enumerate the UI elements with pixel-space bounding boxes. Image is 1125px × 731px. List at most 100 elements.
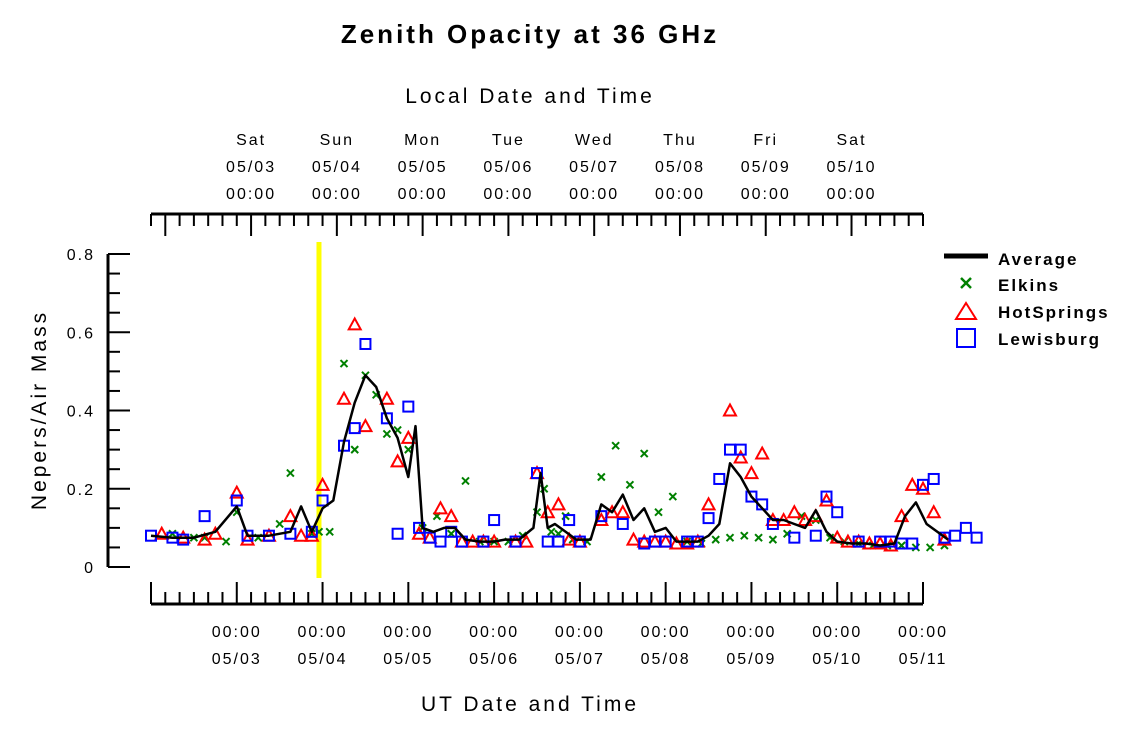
hotsprings-point — [797, 511, 813, 527]
hotsprings-point — [239, 531, 256, 546]
elkins-point — [711, 535, 720, 544]
hotsprings-point — [314, 476, 331, 491]
top-tick-time: 00:00 — [226, 186, 276, 203]
top-tick-weekday: Sun — [320, 132, 354, 149]
elkins-point — [740, 531, 749, 540]
bottom-tick-date: 05/06 — [469, 651, 519, 668]
lewisburg-point — [831, 506, 844, 519]
lewisburg-point — [552, 535, 565, 548]
chart-title: Zenith Opacity at 36 GHz — [341, 19, 719, 49]
bottom-tick-date: 05/05 — [383, 651, 433, 668]
y-tick-label: 0.6 — [67, 325, 95, 342]
hotsprings-point — [154, 525, 170, 540]
top-tick-time: 00:00 — [483, 186, 533, 203]
hotsprings-point — [282, 508, 299, 523]
hotsprings-point — [389, 453, 406, 468]
bottom-tick-date: 05/10 — [812, 651, 862, 668]
lewisburg-point — [852, 535, 865, 548]
lewisburg-point — [316, 494, 329, 507]
lewisburg-point — [659, 535, 672, 548]
hotsprings-point — [915, 480, 931, 495]
elkins-point — [911, 543, 921, 552]
top-tick-weekday: Mon — [404, 132, 441, 149]
top-tick-time: 00:00 — [312, 186, 362, 203]
hotsprings-point — [840, 533, 856, 548]
lewisburg-point — [198, 510, 211, 523]
lewisburg-point — [509, 535, 522, 548]
hotsprings-point — [722, 402, 738, 417]
lewisburg-point — [380, 412, 393, 425]
top-axis-title: Local Date and Time — [405, 85, 655, 108]
bottom-axis: 00:00 05/03 00:00 05/04 00:00 05/05 00:00 05/06… — [150, 582, 948, 668]
bottom-tick-time: 00:00 — [555, 624, 605, 641]
top-tick-date: 05/05 — [398, 159, 448, 176]
top-tick-weekday: Wed — [575, 132, 614, 149]
bottom-tick-date: 05/04 — [298, 651, 348, 668]
top-tick-weekday: Fri — [753, 132, 778, 149]
hotsprings-point — [679, 535, 695, 550]
bottom-tick-time: 00:00 — [298, 624, 348, 641]
lewisburg-point — [595, 510, 608, 523]
bottom-tick-time: 00:00 — [641, 624, 691, 641]
elkins-point — [625, 480, 635, 490]
lewisburg-point — [906, 537, 919, 550]
hotsprings-point — [518, 533, 534, 548]
top-tick-date: 05/10 — [826, 159, 876, 176]
lewisburg-point — [895, 537, 908, 550]
y-axis-title: Nepers/Air Mass — [28, 310, 51, 510]
hotsprings-point — [926, 504, 942, 519]
legend-lewisburg-swatch — [956, 328, 976, 348]
bottom-tick-date: 05/07 — [555, 651, 605, 668]
bottom-tick-time: 00:00 — [469, 624, 519, 641]
elkins-point — [168, 529, 177, 538]
lewisburg-point — [724, 443, 736, 456]
hotsprings-point — [379, 390, 395, 405]
bottom-tick-time: 00:00 — [812, 624, 862, 641]
elkins-point — [925, 543, 935, 552]
lewisburg-point — [563, 514, 576, 527]
top-tick-date: 05/03 — [226, 159, 276, 176]
lewisburg-point — [616, 517, 629, 530]
hotsprings-point — [754, 445, 770, 460]
lewisburg-point — [177, 533, 190, 546]
elkins-point — [461, 476, 470, 486]
top-axis: Sat 05/03 00:00 Sun 05/04 00:00 Mon 05/05 00:00 T… — [150, 132, 924, 236]
hotsprings-point — [604, 504, 620, 519]
legend-lewisburg-label: Lewisburg — [998, 330, 1101, 349]
bottom-tick-time: 00:00 — [383, 624, 433, 641]
elkins-point — [221, 537, 231, 546]
lewisburg-point — [391, 527, 404, 540]
legend-average-label: Average — [998, 250, 1078, 269]
elkins-point — [350, 445, 359, 454]
hotsprings-point — [818, 492, 835, 507]
legend-hotsprings-swatch — [954, 301, 978, 320]
lewisburg-point — [927, 472, 940, 485]
elkins-point — [561, 511, 570, 521]
top-tick-date: 05/09 — [741, 159, 791, 176]
bottom-tick-date: 05/11 — [899, 651, 948, 668]
bottom-tick-date: 05/08 — [641, 651, 691, 668]
hotsprings-point — [615, 504, 631, 519]
lewisburg-point — [713, 472, 726, 485]
lewisburg-point — [970, 531, 983, 544]
legend-elkins-swatch — [960, 277, 972, 289]
hotsprings-point — [550, 496, 567, 511]
hotsprings-point — [229, 484, 245, 499]
elkins-point — [768, 535, 778, 544]
top-tick-weekday: Thu — [663, 132, 697, 149]
x-axis-title: UT Date and Time — [421, 693, 639, 716]
hotsprings-point — [625, 531, 642, 546]
lewisburg-point — [573, 535, 586, 548]
top-tick-weekday: Sat — [236, 132, 266, 149]
hotsprings-point — [443, 508, 459, 523]
hotsprings-point — [540, 504, 556, 519]
lewisburg-point — [745, 490, 758, 503]
top-tick-weekday: Tue — [492, 132, 525, 149]
elkins-point — [382, 429, 392, 439]
series-elkins — [168, 359, 949, 552]
top-tick-time: 00:00 — [569, 186, 619, 203]
legend: Average Elkins HotSprings Lewisburg — [944, 250, 1108, 349]
hotsprings-point — [293, 527, 309, 542]
top-tick-date: 05/08 — [655, 159, 705, 176]
hotsprings-point — [196, 531, 213, 546]
